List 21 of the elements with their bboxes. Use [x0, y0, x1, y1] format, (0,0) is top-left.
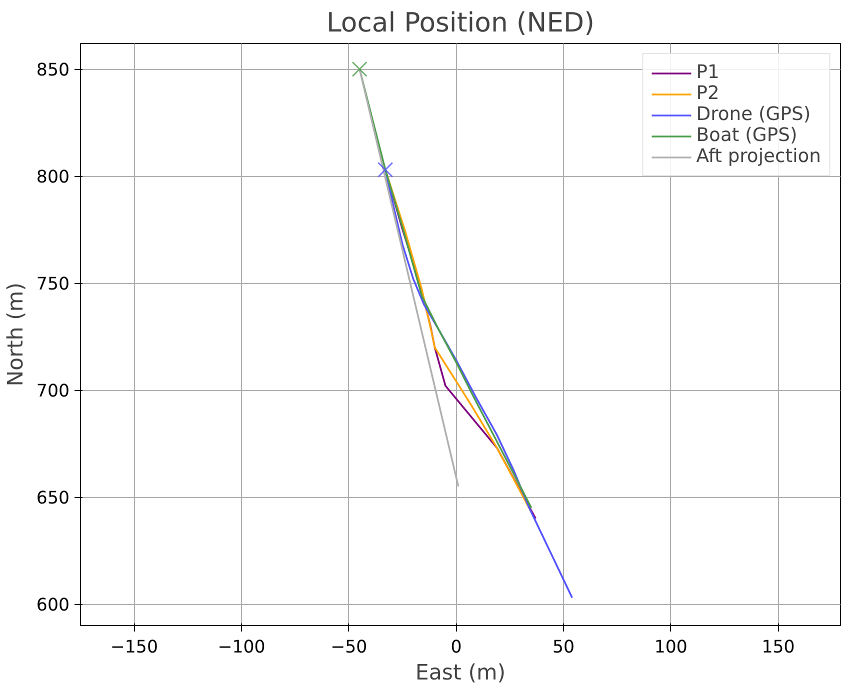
- legend-label: Boat (GPS): [696, 125, 798, 146]
- x-tick-label: −50: [330, 638, 368, 658]
- x-axis-title: East (m): [415, 660, 506, 686]
- y-tick-label: 750: [36, 274, 70, 295]
- y-tick-label: 800: [36, 168, 70, 188]
- y-tick-label: 850: [36, 60, 70, 81]
- y-tick-label: 700: [36, 382, 70, 402]
- legend-label: Drone (GPS): [696, 104, 811, 125]
- y-axis-title: North (m): [3, 282, 28, 386]
- x-tick-label: 150: [762, 638, 795, 658]
- x-tick-label: −150: [110, 638, 158, 658]
- y-tick-label: 650: [36, 488, 70, 509]
- legend-label: Aft projection: [696, 146, 821, 167]
- legend-label: P1: [696, 62, 720, 83]
- x-tick-label: 50: [552, 638, 575, 658]
- x-tick-label: 0: [450, 638, 462, 658]
- legend-label: P2: [696, 83, 720, 104]
- y-tick-label: 600: [36, 596, 70, 616]
- chart-title: Local Position (NED): [326, 8, 594, 38]
- x-tick-label: −100: [218, 638, 266, 658]
- x-tick-label: 100: [654, 638, 688, 658]
